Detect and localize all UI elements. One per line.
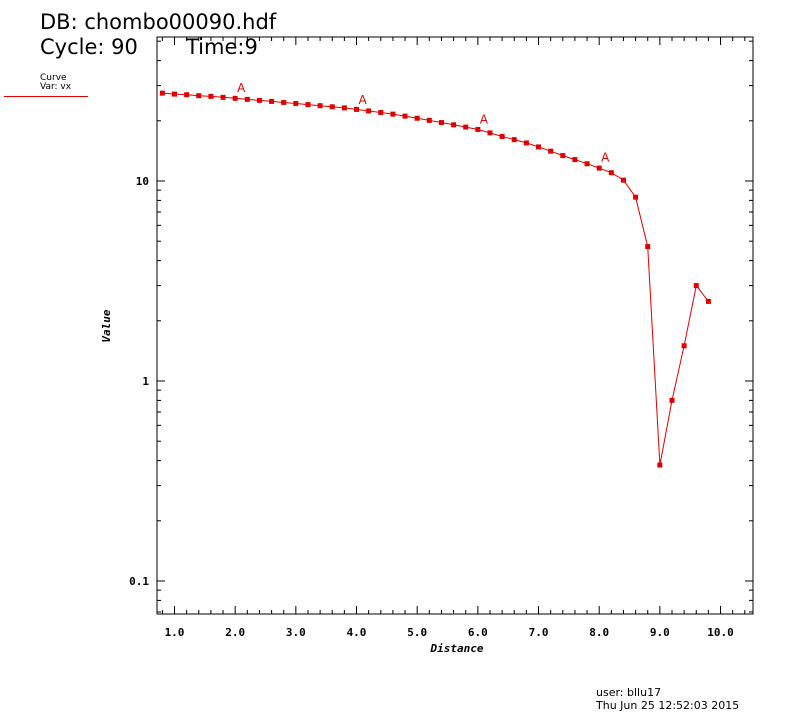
y-axis-title: Value [100,309,113,342]
x-tick-label: 4.0 [347,626,367,639]
data-point [548,148,554,154]
x-tick-label: 5.0 [407,626,427,639]
x-tick-label: 3.0 [286,626,306,639]
y-tick-label: 10 [136,175,149,188]
data-point [281,99,287,105]
time-label: Time:9 [186,35,258,59]
data-point [317,103,323,109]
data-point [511,137,517,143]
data-point [657,462,663,468]
curve-label-marker: A [480,112,489,126]
data-point [414,115,420,121]
data-point [305,102,311,108]
x-tick-label: 9.0 [650,626,670,639]
data-point [402,113,408,119]
data-point [269,98,275,104]
data-point [438,120,444,126]
data-point [293,101,299,107]
data-point [232,95,238,101]
axis-ticks: 1.0 2.0 3.0 4.0 5.0 6.0 7.0 8.0 9.0 10.0 0.1 1 10 [129,37,753,639]
database-title: DB: chombo00090.hdf [40,10,277,34]
legend-title: Curve [40,73,67,83]
x-tick-label: 7.0 [529,626,549,639]
x-tick-label: 10.0 [707,626,734,639]
data-point [536,144,542,150]
x-tick-label: 2.0 [225,626,245,639]
data-point [608,170,614,176]
data-point [159,90,165,96]
x-tick-label: 6.0 [468,626,488,639]
data-point [693,283,699,289]
data-point [475,126,481,132]
data-point [378,110,384,116]
data-point [681,343,687,349]
data-point [669,397,675,403]
legend-variable: Var: vx [40,82,72,92]
data-point [620,177,626,183]
curve-label-marker: A [237,81,246,95]
x-tick-label: 8.0 [589,626,609,639]
data-point [463,124,469,130]
data-point [633,194,639,200]
data-point [705,298,711,304]
data-point [354,106,360,112]
data-point [184,92,190,98]
data-point [196,93,202,99]
data-point [244,96,250,102]
data-point [499,133,505,139]
data-point [208,93,214,99]
cycle-label: Cycle: 90 [40,35,138,59]
series-layer: A A A A [159,81,711,468]
data-point [451,122,457,128]
data-point [341,105,347,111]
footer-user: user: bllu17 [596,686,662,699]
data-point [390,111,396,117]
data-point [426,117,432,123]
data-point [584,161,590,167]
y-tick-label: 1 [142,375,149,388]
legend-swatch [4,96,88,97]
data-point [596,165,602,171]
plot-frame [156,36,754,615]
footer-date: Thu Jun 25 12:52:03 2015 [596,699,740,712]
data-point [487,130,493,136]
curve-label-marker: A [358,93,367,107]
data-point [256,97,262,103]
data-point [560,153,566,159]
data-point [172,91,177,97]
curve-label-marker: A [601,151,610,165]
x-axis-title: Distance [430,642,484,655]
data-point [329,104,335,110]
data-point [645,244,651,250]
y-tick-label: 0.1 [129,575,149,588]
x-tick-label: 1.0 [165,626,185,639]
data-point [220,94,226,100]
data-point [366,108,372,114]
data-point [523,140,529,146]
data-point [572,157,578,163]
series-line [162,92,709,466]
